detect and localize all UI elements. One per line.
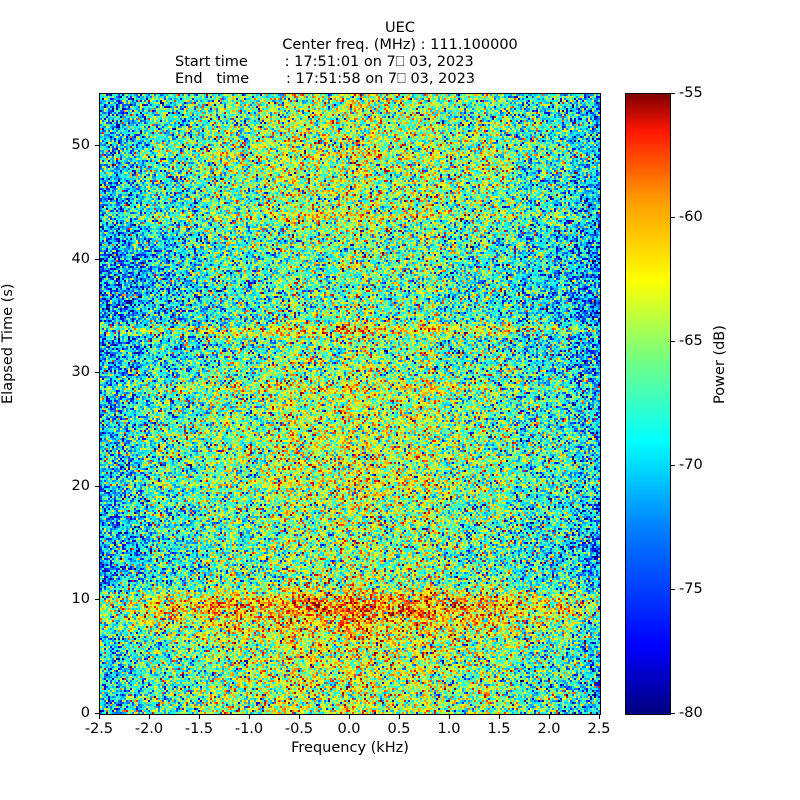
y-axis-tick-label: 0 [80, 705, 90, 721]
x-axis-tick [249, 715, 250, 719]
x-axis-tick [549, 715, 550, 719]
colorbar-tick-label: -60 [679, 209, 703, 225]
colorbar-tick-label: -65 [679, 333, 703, 349]
x-axis-tick [299, 715, 300, 719]
colorbar-gradient [626, 94, 670, 714]
x-axis-tick-label: -2.5 [84, 721, 114, 737]
colorbar-tick-label: -75 [679, 581, 703, 597]
title-station: UEC [385, 20, 415, 36]
title-start-time: Start time : 17:51:01 on 7⎕ 03, 2023 [175, 54, 474, 70]
x-axis-tick-label: -2.0 [134, 721, 164, 737]
x-axis-tick [499, 715, 500, 719]
y-axis-tick [95, 486, 99, 487]
colorbar-tick-label: -70 [679, 457, 703, 473]
y-axis-tick-label: 20 [71, 478, 90, 494]
x-axis-tick-label: 1.0 [437, 721, 461, 737]
y-axis-tick [95, 713, 99, 714]
x-axis-tick-label: -1.0 [234, 721, 264, 737]
colorbar-label: Power (dB) [712, 325, 728, 404]
figure-title-block: UEC Center freq. (MHz) : 111.100000 Star… [0, 20, 800, 88]
title-end-time: End time : 17:51:58 on 7⎕ 03, 2023 [175, 71, 476, 87]
y-axis-tick [95, 372, 99, 373]
colorbar-tick [671, 93, 675, 94]
x-axis-tick [99, 715, 100, 719]
colorbar-tick [671, 217, 675, 218]
x-axis-tick-label: -1.5 [184, 721, 214, 737]
colorbar-tick [671, 341, 675, 342]
x-axis-tick [199, 715, 200, 719]
y-axis-tick-label: 10 [71, 591, 90, 607]
spectrogram-plot-area [99, 93, 601, 715]
x-axis-tick-label: 1.5 [487, 721, 511, 737]
spectrogram-image [100, 94, 600, 714]
y-axis-tick-label: 30 [71, 364, 90, 380]
colorbar-tick [671, 589, 675, 590]
y-axis-tick [95, 145, 99, 146]
x-axis-tick-label: 0.5 [387, 721, 411, 737]
x-axis-tick [449, 715, 450, 719]
x-axis-tick-label: 0.0 [337, 721, 361, 737]
y-axis-tick [95, 599, 99, 600]
y-axis-tick-label: 40 [71, 251, 90, 267]
x-axis-tick [599, 715, 600, 719]
y-axis-tick [95, 259, 99, 260]
x-axis-tick [349, 715, 350, 719]
x-axis-tick [149, 715, 150, 719]
x-axis-tick-label: -0.5 [284, 721, 314, 737]
y-axis-tick-label: 50 [71, 137, 90, 153]
x-axis-tick-label: 2.5 [587, 721, 611, 737]
colorbar-tick-label: -55 [679, 85, 703, 101]
y-axis-label: Elapsed Time (s) [0, 283, 16, 404]
x-axis-tick-label: 2.0 [537, 721, 561, 737]
colorbar-tick-label: -80 [679, 705, 703, 721]
x-axis-tick [399, 715, 400, 719]
power-colorbar [625, 93, 671, 715]
colorbar-tick [671, 465, 675, 466]
x-axis-label: Frequency (kHz) [291, 740, 409, 756]
title-center-frequency: Center freq. (MHz) : 111.100000 [282, 37, 518, 53]
colorbar-tick [671, 713, 675, 714]
